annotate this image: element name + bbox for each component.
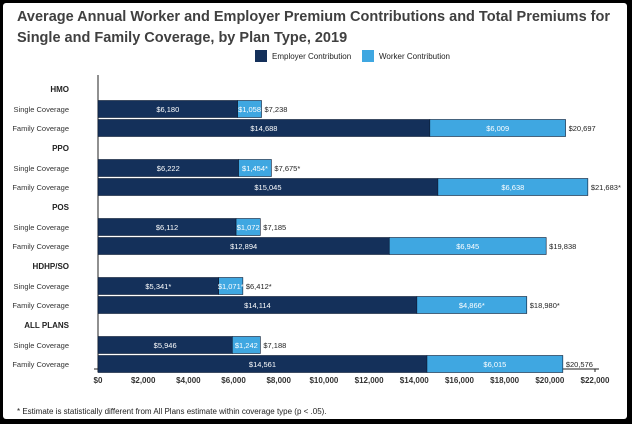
legend-swatch-worker <box>362 50 374 62</box>
row-label: Family Coverage <box>12 183 69 192</box>
data-label-total: $7,238 <box>265 105 288 114</box>
x-tick-label: $16,000 <box>445 376 474 385</box>
group-label: POS <box>52 203 70 212</box>
data-label-worker: $6,945 <box>456 242 479 251</box>
x-tick-label: $0 <box>94 376 103 385</box>
row-label: Single Coverage <box>14 164 69 173</box>
data-label-worker: $6,638 <box>501 183 524 192</box>
data-label-total: $20,576 <box>566 360 593 369</box>
data-label-worker: $1,242 <box>235 341 258 350</box>
bar-worker <box>437 178 589 196</box>
data-label-employer: $5,946 <box>154 341 177 350</box>
data-label-worker: $1,454* <box>242 164 268 173</box>
data-label-employer: $14,114 <box>244 301 271 310</box>
data-label-total: $7,185 <box>263 223 286 232</box>
data-label-total: $7,675* <box>274 164 300 173</box>
x-tick-label: $22,000 <box>581 376 610 385</box>
x-tick-label: $20,000 <box>535 376 564 385</box>
legend-label-worker: Worker Contribution <box>379 52 450 61</box>
bar-worker <box>218 277 244 295</box>
data-label-employer: $6,112 <box>156 223 178 232</box>
data-label-total: $6,412* <box>246 282 272 291</box>
row-label: Family Coverage <box>12 124 69 133</box>
x-tick-label: $12,000 <box>355 376 384 385</box>
data-label-worker: $4,866* <box>459 301 485 310</box>
group-label: HDHP/SO <box>33 262 69 271</box>
bar-chart: $0 $2,000 $4,000 $6,000 $8,000 $10,000 $12,000… <box>12 75 621 385</box>
chart-title: Average Annual Worker and Employer Premi… <box>17 9 610 46</box>
bar-worker <box>416 296 528 314</box>
data-label-employer: $6,180 <box>156 105 179 114</box>
row-label: Single Coverage <box>14 223 69 232</box>
legend-swatch-employer <box>255 50 267 62</box>
data-label-worker: $6,009 <box>486 124 509 133</box>
row-label: Family Coverage <box>12 242 69 251</box>
x-tick-label: $10,000 <box>309 376 338 385</box>
chart-frame: Average Annual Worker and Employer Premi… <box>3 3 627 419</box>
row-label: Single Coverage <box>14 341 69 350</box>
data-label-total: $21,683* <box>591 183 621 192</box>
bar-worker <box>238 159 272 177</box>
data-label-worker: $1,072 <box>237 223 260 232</box>
row-label: Single Coverage <box>14 105 69 114</box>
data-label-employer: $15,045 <box>254 183 281 192</box>
data-label-worker: $1,058 <box>238 105 261 114</box>
row-label: Family Coverage <box>12 301 69 310</box>
bar-worker <box>237 100 262 118</box>
data-label-employer: $14,688 <box>250 124 277 133</box>
data-label-total: $7,188 <box>263 341 286 350</box>
bar-worker <box>426 355 564 373</box>
row-label: Family Coverage <box>12 360 69 369</box>
data-label-employer: $5,341* <box>145 282 171 291</box>
bar-worker <box>429 119 566 137</box>
bar-worker <box>232 336 261 354</box>
row-label: Single Coverage <box>14 282 69 291</box>
group-label: PPO <box>52 144 69 153</box>
group-label: HMO <box>50 85 69 94</box>
bar-worker <box>235 218 261 236</box>
data-label-total: $20,697 <box>569 124 596 133</box>
data-label-worker: $6,015 <box>483 360 506 369</box>
data-label-total: $19,838 <box>549 242 576 251</box>
legend-label-employer: Employer Contribution <box>272 52 352 61</box>
footnote: * Estimate is statistically different fr… <box>17 407 327 416</box>
data-label-employer: $14,561 <box>249 360 276 369</box>
x-tick-label: $6,000 <box>221 376 246 385</box>
data-label-total: $18,980* <box>530 301 560 310</box>
group-label: ALL PLANS <box>24 321 69 330</box>
bar-worker <box>388 237 547 255</box>
data-label-worker: $1,071* <box>218 282 244 291</box>
x-tick-label: $14,000 <box>400 376 429 385</box>
x-tick-label: $8,000 <box>266 376 291 385</box>
x-tick-label: $18,000 <box>490 376 519 385</box>
x-tick-label: $4,000 <box>176 376 201 385</box>
data-label-employer: $12,894 <box>230 242 257 251</box>
x-tick-label: $2,000 <box>131 376 156 385</box>
data-label-employer: $6,222 <box>157 164 180 173</box>
